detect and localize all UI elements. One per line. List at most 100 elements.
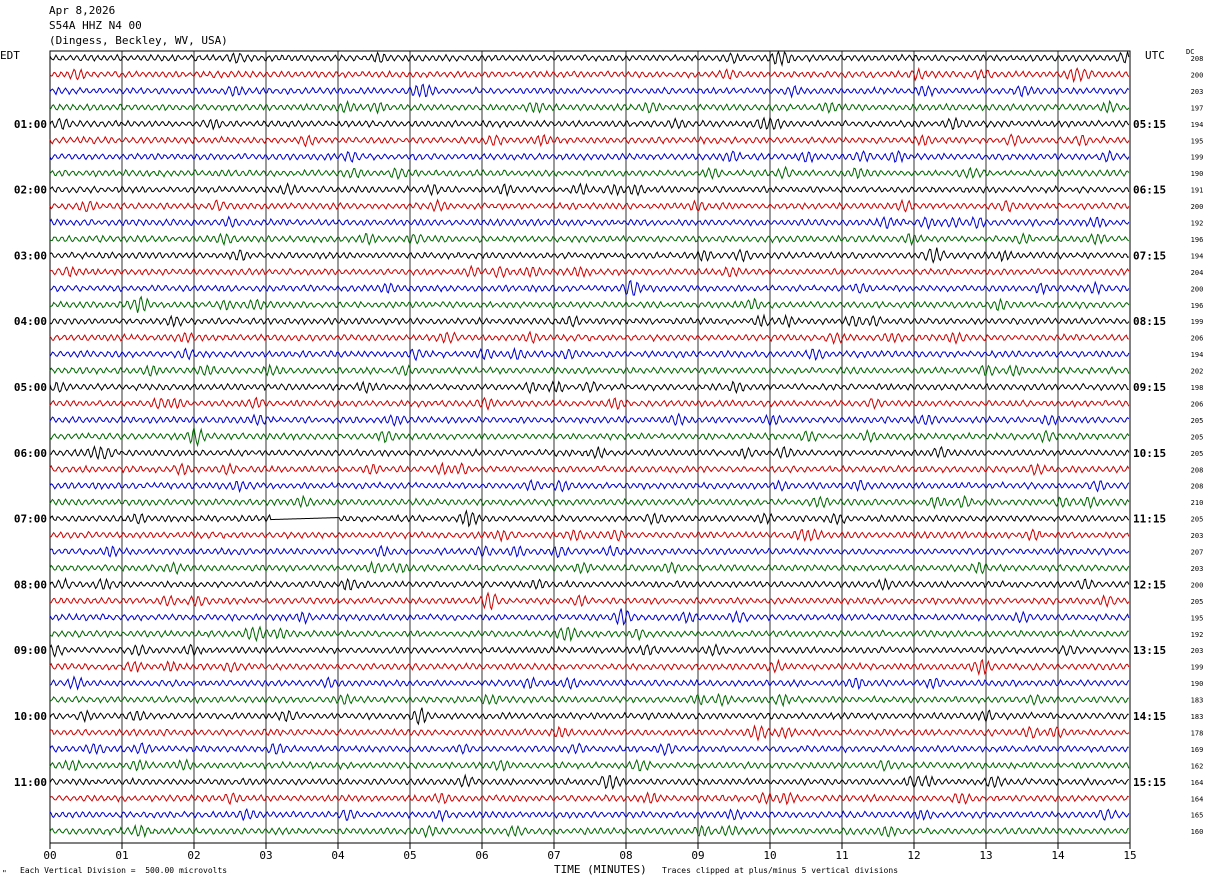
trace-line (49, 264, 1130, 279)
corner-mark: " (2, 869, 7, 878)
left-timezone-label: EDT (0, 49, 20, 62)
dc-offset-label: 194 (1191, 351, 1204, 359)
trace-line (49, 412, 1130, 427)
dc-offset-label: 183 (1191, 697, 1204, 705)
dc-offset-label: 191 (1191, 187, 1204, 195)
dc-offset-label: 165 (1191, 812, 1204, 820)
x-tick-label: 06 (475, 849, 488, 862)
dc-offset-label: 196 (1191, 236, 1204, 244)
trace-line (49, 215, 1130, 230)
x-tick-label: 00 (43, 849, 56, 862)
station-id: S54A HHZ N4 00 (49, 19, 142, 32)
grid-layer (49, 50, 1131, 849)
trace-line (49, 461, 1130, 477)
dc-offset-label: 162 (1191, 762, 1204, 770)
dc-offset-label: 169 (1191, 746, 1204, 754)
edt-hour-label: 09:00 (14, 644, 47, 657)
utc-hour-label: 13:15 (1133, 644, 1166, 657)
trace-line (49, 295, 1130, 313)
trace-line (49, 133, 1130, 148)
trace-line (49, 625, 1129, 643)
dc-offset-label: 203 (1191, 532, 1204, 540)
trace-line (49, 560, 1130, 576)
dc-offset-label: 197 (1191, 104, 1204, 112)
dc-offset-label: 190 (1191, 170, 1204, 178)
trace-line (49, 724, 1130, 742)
trace-line (49, 577, 1130, 592)
dc-offset-label: 205 (1191, 417, 1204, 425)
dc-offset-label: 200 (1191, 285, 1204, 293)
x-tick-label: 07 (547, 849, 560, 862)
trace-line (49, 363, 1130, 377)
x-tick-label: 04 (331, 849, 345, 862)
dc-offset-label: 207 (1191, 549, 1204, 557)
vertical-division-note: Each Vertical Division = 500.00 microvol… (20, 866, 228, 875)
trace-line (49, 544, 1130, 559)
dc-offset-label: 208 (1191, 483, 1204, 491)
utc-hour-label: 08:15 (1133, 315, 1166, 328)
dc-offset-label: 204 (1191, 269, 1204, 277)
dc-offset-label: 192 (1191, 220, 1204, 228)
edt-hour-label: 11:00 (14, 776, 47, 789)
dc-offset-label: 210 (1191, 499, 1204, 507)
x-tick-label: 03 (259, 849, 272, 862)
trace-line (49, 66, 1130, 84)
dc-offset-label: 195 (1191, 614, 1204, 622)
trace-line (49, 279, 1130, 296)
edt-hour-label: 10:00 (14, 710, 47, 723)
dc-offset-label: 164 (1191, 779, 1204, 787)
trace-line (49, 380, 1129, 395)
trace-line (49, 608, 1130, 626)
trace-line (49, 742, 1129, 757)
dc-offset-label: 198 (1191, 384, 1204, 392)
trace-line (49, 758, 1130, 772)
dc-offset-label: 194 (1191, 252, 1204, 260)
trace-line (49, 808, 1130, 823)
trace-line (49, 83, 1130, 99)
dc-offset-label: 202 (1191, 368, 1204, 376)
trace-line (49, 149, 1130, 164)
x-tick-label: 10 (763, 849, 776, 862)
dc-offset-label: 195 (1191, 137, 1204, 145)
dc-offset-label: 164 (1191, 795, 1204, 803)
dc-offset-label: 200 (1191, 203, 1204, 211)
utc-hour-label: 07:15 (1133, 249, 1166, 262)
dc-offset-label: 192 (1191, 631, 1204, 639)
trace-line (49, 773, 1130, 790)
trace-line (49, 658, 1130, 676)
dc-offset-label: 203 (1191, 647, 1204, 655)
dc-offset-label: 205 (1191, 450, 1204, 458)
trace-line (49, 427, 1130, 448)
right-timezone-label: UTC (1145, 49, 1165, 62)
x-tick-label: 14 (1051, 849, 1065, 862)
trace-line (49, 50, 1130, 67)
trace-line (49, 591, 1130, 611)
x-tick-label: 09 (691, 849, 704, 862)
utc-hour-label: 10:15 (1133, 447, 1166, 460)
trace-line (49, 247, 1130, 264)
trace-line (49, 494, 1130, 510)
clip-note: Traces clipped at plus/minus 5 vertical … (662, 866, 899, 875)
trace-line (49, 707, 1129, 726)
trace-line (49, 675, 1130, 691)
edt-hour-label: 03:00 (14, 249, 47, 262)
dc-offset-label: 206 (1191, 400, 1204, 408)
dc-offset-label: 194 (1191, 121, 1204, 129)
dc-offset-label: 208 (1191, 466, 1204, 474)
trace-line (49, 509, 1130, 528)
edt-hour-label: 04:00 (14, 315, 47, 328)
utc-hour-label: 14:15 (1133, 710, 1166, 723)
dc-offset-label: 196 (1191, 302, 1204, 310)
record-date: Apr 8,2026 (49, 4, 116, 17)
dc-offset-label: 200 (1191, 71, 1204, 79)
utc-hour-label: 05:15 (1133, 118, 1166, 131)
trace-line (49, 198, 1130, 213)
x-tick-label: 05 (403, 849, 416, 862)
dc-offset-label: 205 (1191, 433, 1204, 441)
dc-offset-label: 199 (1191, 318, 1204, 326)
x-tick-label: 13 (979, 849, 992, 862)
dc-offset-label: 200 (1191, 581, 1204, 589)
dc-offset-label: 208 (1191, 55, 1204, 63)
edt-hour-label: 07:00 (14, 513, 47, 526)
